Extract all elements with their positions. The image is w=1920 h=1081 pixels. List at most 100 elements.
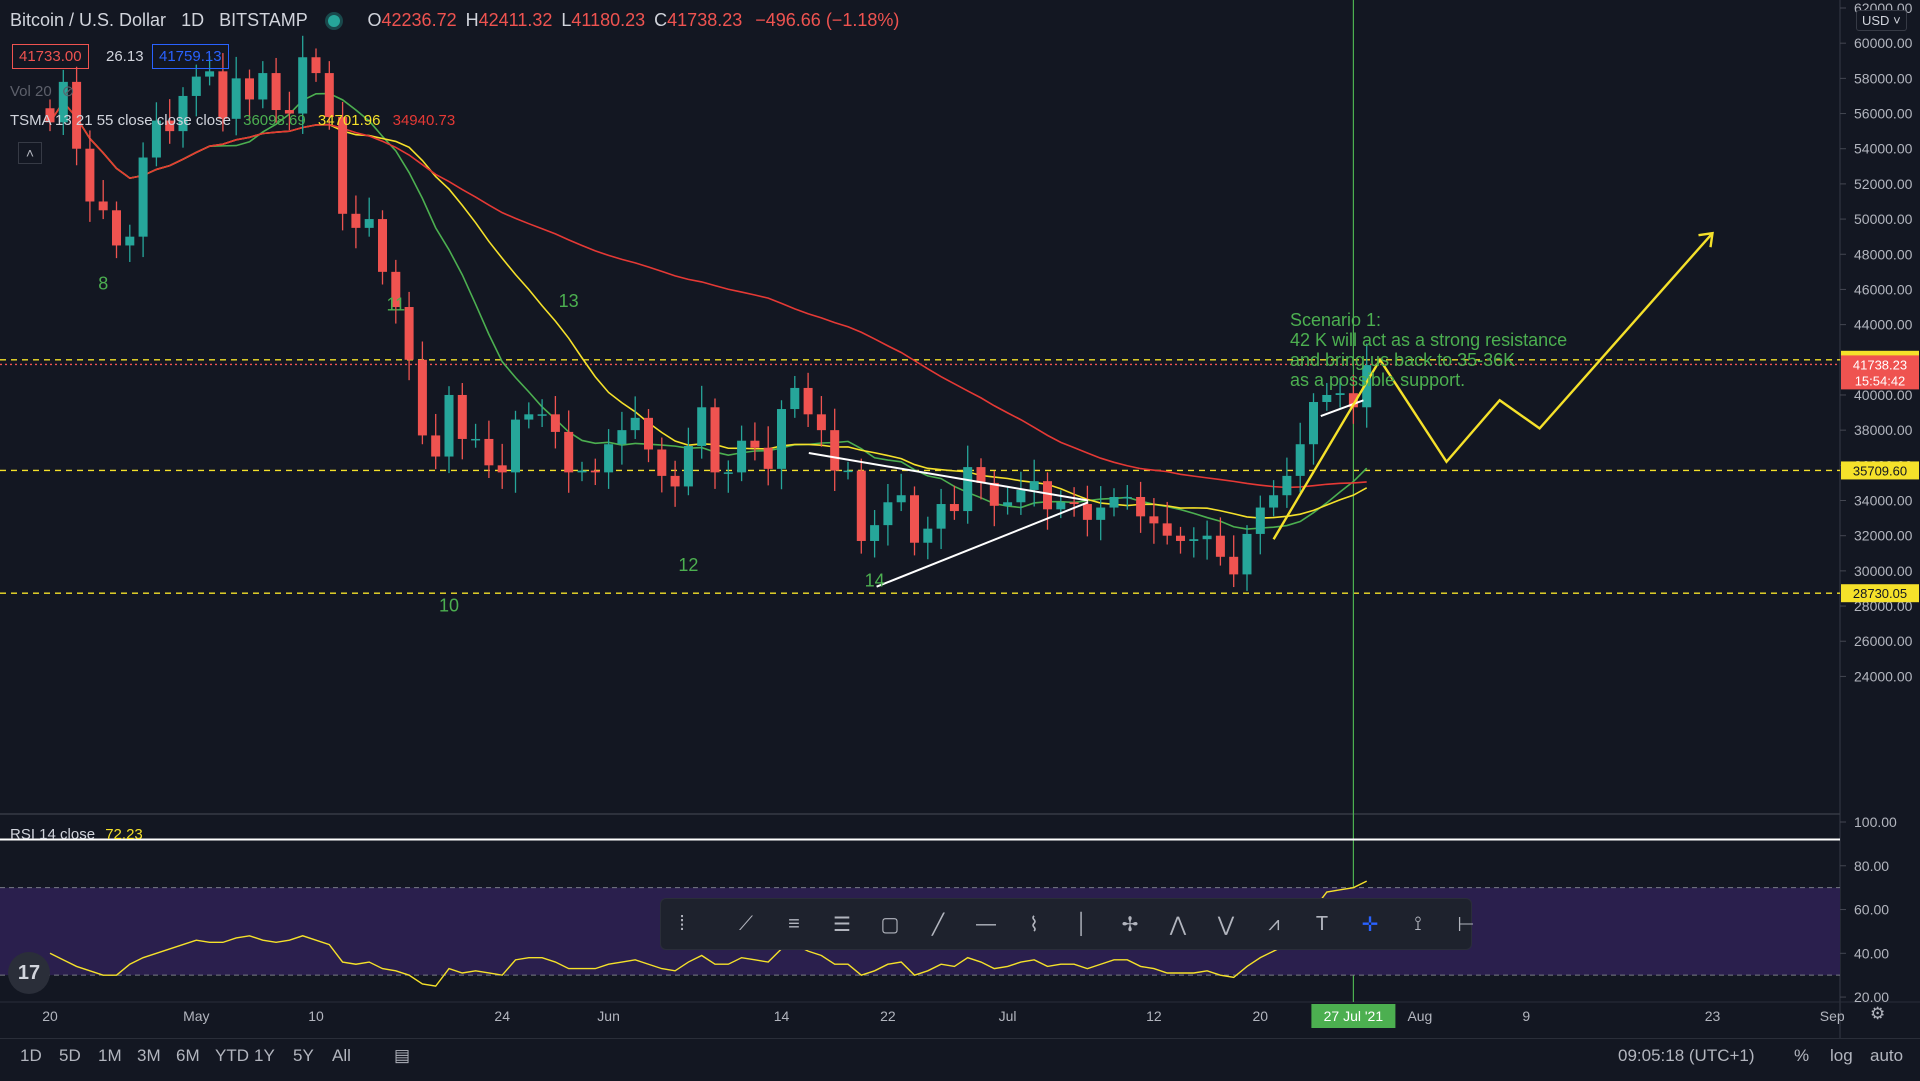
candle-body [1215,535,1225,557]
volume-indicator-row[interactable]: Vol 20 ⊘ [10,82,74,100]
candle-body [125,236,135,246]
candle-body [1016,489,1026,503]
path-icon[interactable]: ⌇ [1029,913,1039,936]
parallel-channel-icon[interactable]: ☰ [833,913,851,936]
timeframe-button-1m[interactable]: 1M [98,1046,122,1065]
tsma-legend[interactable]: TSMA 13 21 55 close close close 36098.69… [10,112,455,129]
trend-angle-icon[interactable]: ⟋ [739,912,753,935]
ohlc-high-label: H [465,10,479,30]
crosshair-icon[interactable]: ✛ [1361,913,1379,936]
candle-body [1069,502,1079,505]
rectangle-icon[interactable]: ▢ [880,913,900,936]
candle-body [790,387,800,410]
eye-hidden-icon[interactable]: ⊘ [61,83,75,100]
sell-price-box[interactable]: 41733.00 [12,44,89,69]
moving-average-line-55 [49,100,1367,489]
candle-body [1003,502,1013,506]
candle-body [258,73,268,100]
currency-selector[interactable]: USD ˅ [1856,10,1907,31]
ohlc-high-value: 42411.32 [478,10,553,30]
timeframe-button-1d[interactable]: 1D [20,1046,42,1065]
candle-body [484,438,494,466]
vertical-line-icon[interactable]: │ [1075,912,1089,935]
tradingview-logo[interactable]: 17 [8,952,50,994]
time-axis-label: 12 [1146,1008,1162,1024]
wave-count-label: 11 [386,295,405,315]
date-range-icon[interactable]: ⊢ [1457,913,1475,936]
clock-readout[interactable]: 09:05:18 (UTC+1) [1618,1046,1755,1065]
ohlc-open: O42236.72 [364,10,457,30]
buy-price-box[interactable]: 41759.13 [152,44,229,69]
candle-body [205,71,215,77]
log-toggle[interactable]: log [1830,1046,1853,1065]
candle-body [577,470,587,473]
candle-body [191,76,201,96]
elliott-impulse-icon[interactable]: ⋀ [1169,913,1187,936]
date-range-icon[interactable]: ▤ [394,1046,411,1065]
horizontal-ray-icon[interactable]: — [976,912,996,935]
candle-body [271,73,281,111]
candle-body [1189,539,1199,541]
ohlc-close-value: 41738.23 [667,10,743,30]
candle-body [151,120,161,158]
candle-body [1096,507,1106,520]
time-axis-label: May [183,1008,209,1024]
candle-body [830,430,840,471]
timeframe-button-5d[interactable]: 5D [59,1046,81,1065]
abcd-icon[interactable]: ⋁ [1217,913,1235,936]
fib-icon[interactable]: ≡ [788,912,800,935]
text-icon[interactable]: T [1315,912,1329,935]
projection-arrowhead [1698,231,1714,248]
moving-average-line-13 [49,92,1368,530]
price-tick-label: 38000.00 [1854,422,1913,438]
candle-body [763,447,773,469]
candle-body [72,81,82,149]
trend-line-icon[interactable]: ╱ [931,913,945,936]
candle-body [497,465,507,473]
candle-body [178,95,188,132]
symbol-title[interactable]: Bitcoin / U.S. Dollar [10,10,167,30]
candle-body [1029,481,1039,490]
candle-body [138,157,148,237]
timeframe-button-3m[interactable]: 3M [137,1046,161,1065]
timeframe-button-1y[interactable]: 1Y [254,1046,275,1065]
time-axis-label: 10 [308,1008,324,1024]
rsi-line [49,880,1368,987]
time-axis-label: Sep [1820,1008,1845,1024]
rsi-tick-label: 100.00 [1854,814,1897,830]
candle-body [1309,402,1318,445]
timeframe-button-5y[interactable]: 5Y [293,1046,314,1065]
settings-gear-icon[interactable]: ⚙ [1870,1004,1886,1023]
price-axis-badge-text: 41738.23 [1853,357,1907,372]
symbol-legend: Bitcoin / U.S. Dollar 1D BITSTAMP O42236… [10,10,899,31]
candle-body [750,440,760,448]
timeframe-button-6m[interactable]: 6M [176,1046,200,1065]
candle-body [604,444,614,473]
price-range-icon[interactable]: ⟟ [1414,912,1422,935]
time-axis-label: 20 [1253,1008,1269,1024]
candle-body [949,504,959,512]
candle-body [417,359,427,436]
price-tick-label: 58000.00 [1854,70,1913,86]
drag-handle-icon[interactable]: ⁞ [679,912,685,935]
timeframe-button-ytd[interactable]: YTD [215,1046,249,1065]
pattern-icon[interactable]: ✢ [1121,913,1139,936]
price-tick-label: 44000.00 [1854,317,1913,333]
interval-label[interactable]: 1D [181,10,205,30]
elliott-correction-icon[interactable]: ⩘ [1268,912,1280,935]
candle-body [564,431,574,473]
wave-count-label: 14 [865,571,885,591]
candle-body [803,387,813,415]
candle-body [936,504,946,529]
collapse-legend-icon[interactable]: ˄ [18,142,42,164]
time-axis-label: 22 [880,1008,896,1024]
timeframe-button-all[interactable]: All [332,1046,351,1065]
scenario-text-line: as a possible support. [1290,370,1465,390]
scenario-text-line: and bring us back to 35-36K [1290,350,1515,370]
candle-body [590,470,600,473]
percent-toggle[interactable]: % [1794,1046,1810,1065]
rsi-legend[interactable]: RSI 14 close 72.23 [10,826,143,843]
auto-toggle[interactable]: auto [1870,1046,1904,1065]
